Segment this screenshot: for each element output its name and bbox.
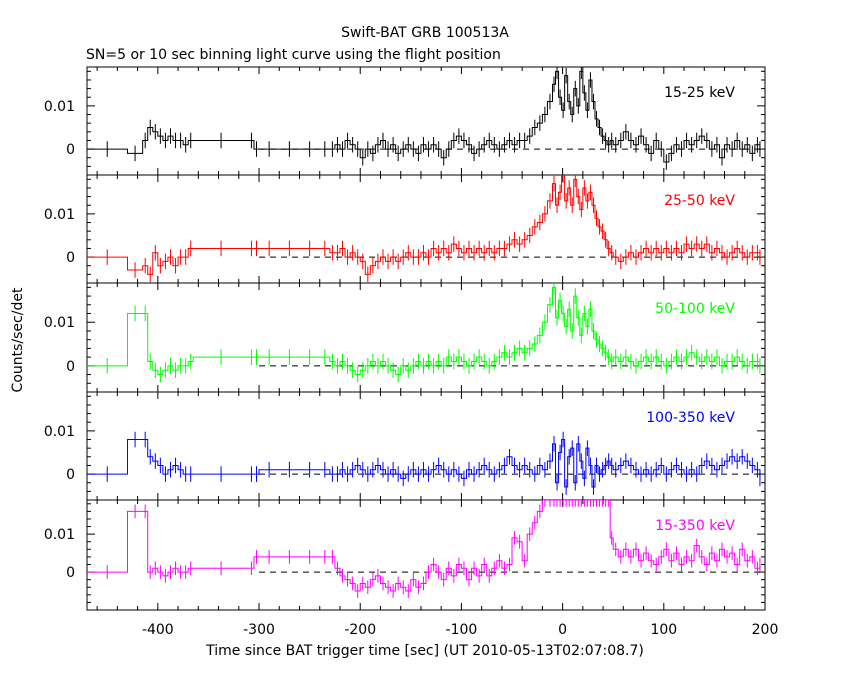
y-tick-label: 0 (66, 142, 75, 158)
panels: 0 0.01 15-25 keV 0 0.01 25-50 keV 0 0.01 50-100 … (44, 66, 766, 611)
x-tick-label: 200 (752, 622, 779, 638)
chart-subtitle: SN=5 or 10 sec binning light curve using… (86, 47, 501, 63)
y-tick-label: 0.01 (44, 315, 75, 331)
panel-frame (86, 66, 766, 176)
series-group (87, 431, 761, 495)
panel-3: 0 0.01 50-100 keV (44, 282, 766, 393)
panel-2: 0 0.01 25-50 keV (44, 174, 766, 284)
panel-frame (86, 499, 766, 611)
panel-label: 25-50 keV (664, 193, 735, 209)
panel-label: 15-350 keV (655, 518, 735, 534)
panel-4: 0 0.01 100-350 keV (44, 391, 766, 501)
panel-label: 50-100 keV (655, 301, 735, 317)
y-tick-label: 0 (66, 250, 75, 266)
series-group (87, 175, 761, 283)
x-tick-label: 100 (650, 622, 677, 638)
panel-frame (86, 282, 766, 393)
series-group (87, 283, 761, 383)
x-axis-label: Time since BAT trigger time [sec] (UT 20… (205, 643, 644, 659)
series-line (87, 175, 761, 275)
panel-1: 0 0.01 15-25 keV (44, 66, 766, 176)
x-tick-label: 0 (558, 622, 567, 638)
y-tick-label: 0.01 (44, 424, 75, 440)
x-tick-label: -100 (446, 622, 478, 638)
y-tick-label: 0 (66, 359, 75, 375)
x-tick-label: -200 (344, 622, 376, 638)
y-tick-label: 0.01 (44, 207, 75, 223)
panel-frame (86, 391, 766, 501)
chart-title: Swift-BAT GRB 100513A (341, 25, 509, 41)
series-group (87, 67, 761, 170)
panel-frame (86, 174, 766, 284)
y-tick-label: 0.01 (44, 99, 75, 115)
y-tick-label: 0 (66, 467, 75, 483)
x-axis-tick-labels: -400 -300 -200 -100 0 100 200 (142, 622, 778, 638)
panel-label: 15-25 keV (664, 85, 735, 101)
x-tick-label: -400 (142, 622, 174, 638)
x-tick-label: -300 (243, 622, 275, 638)
y-tick-label: 0.01 (44, 527, 75, 543)
panel-label: 100-350 keV (646, 410, 735, 426)
series-line (87, 286, 761, 376)
y-tick-label: 0 (66, 565, 75, 581)
panel-5: 0 0.01 15-350 keV (44, 499, 766, 611)
series-group (87, 500, 761, 598)
y-axis-label: Counts/sec/det (10, 287, 26, 392)
